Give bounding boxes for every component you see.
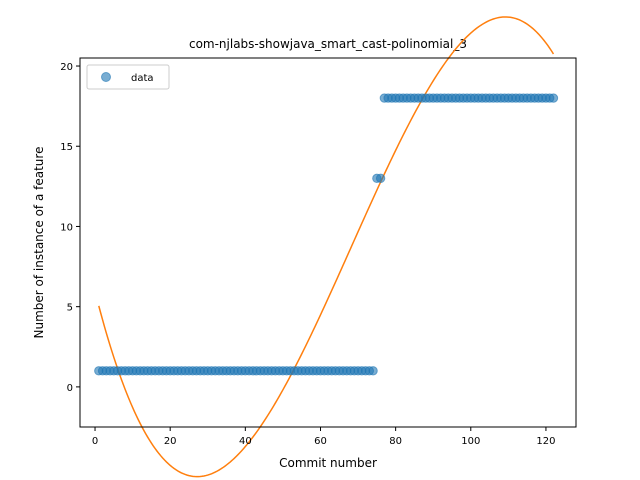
- plot-area: [94, 16, 559, 478]
- fit-curve: [98, 16, 555, 478]
- x-tick-label: 0: [92, 436, 98, 447]
- legend-label-data: data: [131, 73, 154, 84]
- legend: data: [86, 64, 170, 90]
- data-points-layer: [94, 93, 559, 376]
- axes-frame: [79, 57, 577, 428]
- y-tick-label: 20: [60, 62, 73, 73]
- x-tick-label: 40: [239, 436, 252, 447]
- x-axis-label: Commit number: [279, 456, 377, 470]
- x-tick-label: 80: [389, 436, 402, 447]
- chart-title: com-njlabs-showjava_smart_cast-polinomia…: [189, 37, 467, 51]
- y-axis-label: Number of instance of a feature: [32, 147, 46, 339]
- legend-marker: [101, 72, 111, 82]
- data-point: [368, 366, 378, 376]
- y-tick-label: 5: [67, 303, 73, 314]
- legend-box: [86, 64, 170, 90]
- data-point: [548, 93, 559, 103]
- fit-curve-layer: [98, 16, 555, 478]
- x-tick-label: 60: [314, 436, 327, 447]
- y-axis-ticks: 0 5 10 15 20: [60, 62, 80, 394]
- y-tick-label: 0: [67, 383, 73, 394]
- x-tick-label: 20: [164, 436, 177, 447]
- y-tick-label: 15: [60, 142, 73, 153]
- x-tick-label: 100: [461, 436, 480, 447]
- x-axis-ticks: 0 20 40 60 80 100 120: [92, 427, 555, 447]
- data-point: [375, 173, 386, 184]
- y-tick-label: 10: [60, 222, 73, 233]
- x-tick-label: 120: [536, 436, 555, 447]
